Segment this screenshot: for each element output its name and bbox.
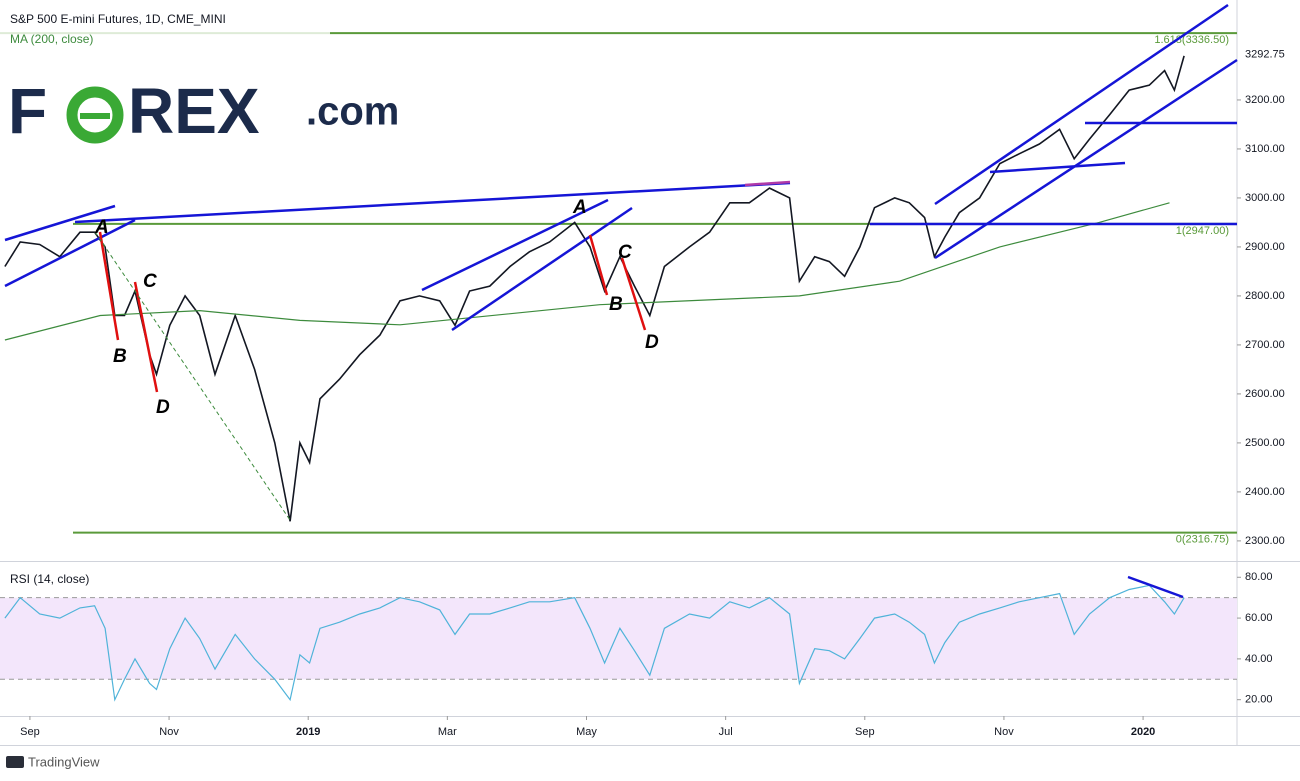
x-tick-label: Nov	[159, 726, 179, 738]
y-tick-label: 3200.00	[1245, 94, 1285, 106]
wave-label: C	[143, 271, 157, 292]
legend-bg	[0, 0, 330, 46]
y-tick-label: 2700.00	[1245, 339, 1285, 351]
y-tick-label: 3100.00	[1245, 143, 1285, 155]
series-line	[4, 55, 1185, 522]
rsi-title: RSI (14, close)	[10, 572, 89, 586]
x-tick-label: 2020	[1131, 726, 1155, 738]
y-tick-label: 60.00	[1245, 612, 1273, 624]
trendline	[4, 204, 116, 242]
x-tick-label: May	[576, 726, 597, 738]
y-tick-label: 2900.00	[1245, 241, 1285, 253]
logo-suffix: .com	[306, 90, 399, 134]
legend-entry: MA (200, close)	[10, 32, 93, 46]
x-tick-label: 2019	[296, 726, 320, 738]
trendline	[421, 198, 609, 292]
logo: F REX .com	[8, 75, 399, 147]
wave-label: C	[618, 242, 632, 263]
drawings: A B C D A B C D	[4, 3, 1238, 599]
x-tick-label: Mar	[438, 726, 457, 738]
chart-title: S&P 500 E-mini Futures, 1D, CME_MINI	[10, 12, 226, 26]
y-tick-label: 40.00	[1245, 653, 1273, 665]
trendline	[4, 218, 136, 288]
wave-line	[133, 281, 159, 393]
y-tick-label: 80.00	[1245, 571, 1273, 583]
rsi-trendline	[1127, 575, 1184, 599]
wave-label: A	[572, 197, 587, 218]
fib-label: 1.618(3336.50)	[1154, 34, 1229, 46]
rsi-band	[0, 597, 1237, 680]
y-tick-label: 2800.00	[1245, 290, 1285, 302]
y-tick-label: 2500.00	[1245, 437, 1285, 449]
brand: TradingView	[28, 754, 100, 769]
plot: 1.618(3336.50) 1(2947.00) 0(2316.75)	[0, 32, 1237, 702]
ma-line	[4, 202, 1170, 341]
trendline	[934, 3, 1229, 206]
y-tick-label: 20.00	[1245, 694, 1273, 706]
wave-label: B	[609, 294, 623, 315]
x-tick-label: Jul	[719, 726, 733, 738]
wave-line	[98, 231, 120, 341]
fib-connector	[94, 231, 291, 521]
y-tick-label: 2600.00	[1245, 388, 1285, 400]
y-tick-label: 2400.00	[1245, 486, 1285, 498]
logo-right: REX	[128, 75, 260, 147]
brand-icon	[6, 756, 24, 768]
logo-o	[66, 86, 124, 144]
wave-line	[620, 257, 647, 331]
x-tick-label: Nov	[994, 726, 1014, 738]
wave-label: B	[113, 346, 127, 367]
panes: 3200.00 3100.00 3000.00 2900.00 2800.00 2700.…	[0, 0, 1300, 746]
fib-label: 1(2947.00)	[1176, 225, 1229, 237]
wave-label: D	[645, 332, 659, 353]
trendline	[989, 161, 1126, 174]
x-tick-label: Sep	[855, 726, 875, 738]
y-tick-label: 3000.00	[1245, 192, 1285, 204]
trendline	[74, 181, 791, 224]
y-tick-label: 2300.00	[1245, 535, 1285, 547]
trendline	[744, 180, 791, 187]
fib-label: 0(2316.75)	[1176, 534, 1229, 546]
wave-label: A	[94, 217, 109, 238]
x-tick-label: Sep	[20, 726, 40, 738]
wave-label: D	[156, 397, 170, 418]
logo-left: F	[8, 75, 47, 147]
wave-line	[588, 234, 609, 296]
last-price-label: 3292.75	[1245, 48, 1285, 60]
series-line	[4, 584, 1185, 702]
trendline	[451, 206, 633, 332]
